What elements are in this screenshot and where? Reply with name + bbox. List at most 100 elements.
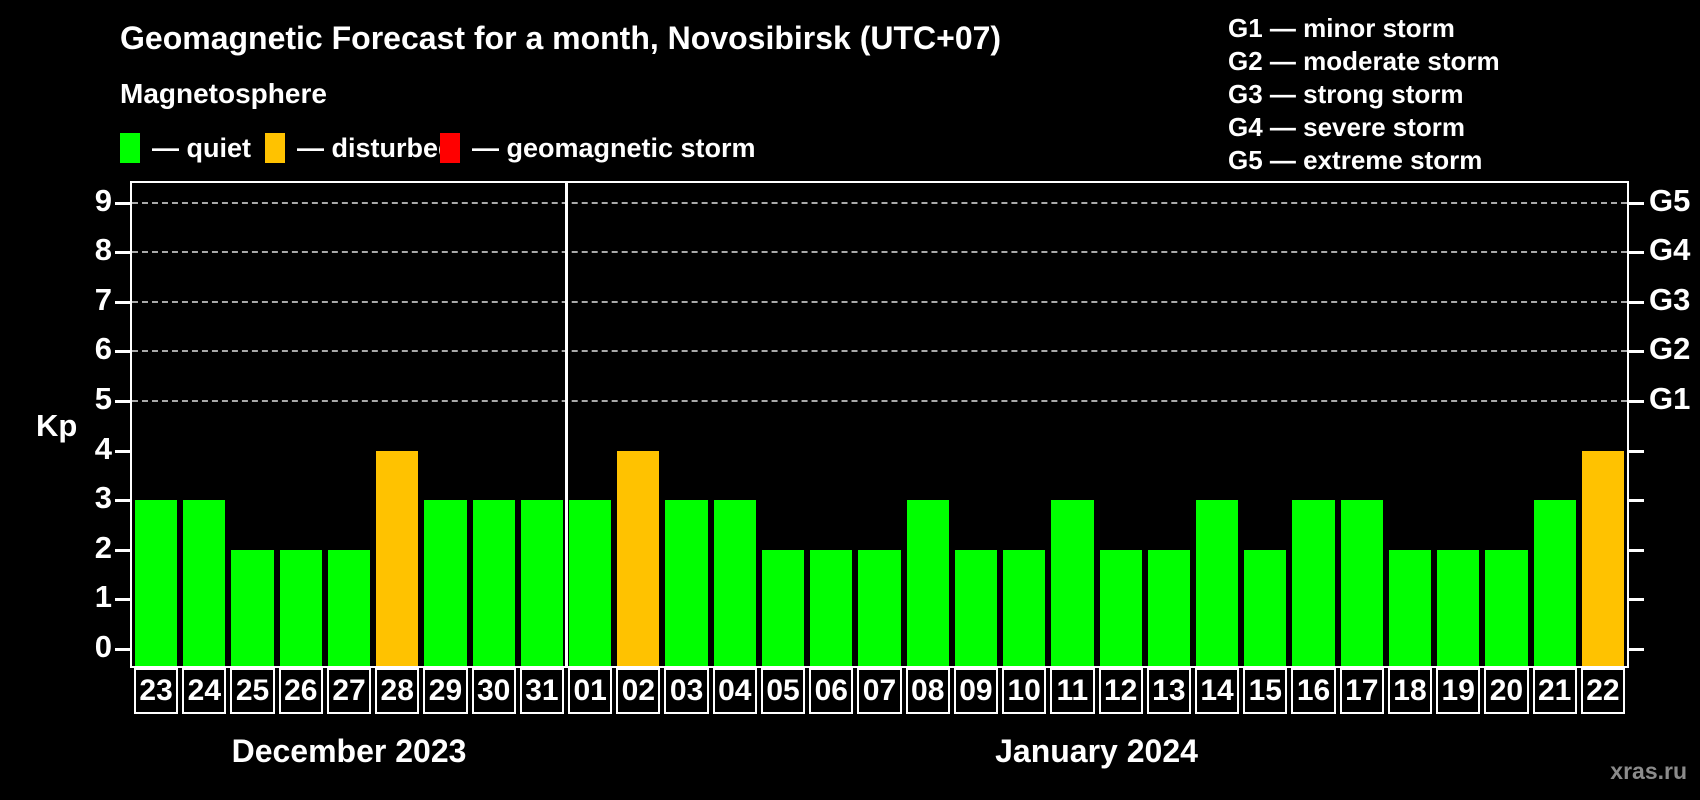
kp-bar bbox=[858, 549, 901, 666]
y-axis-tick-right bbox=[1629, 548, 1644, 552]
date-label-cell: 18 bbox=[1387, 668, 1433, 714]
storm-scale-legend: G1 — minor storm G2 — moderate storm G3 … bbox=[1228, 12, 1500, 177]
date-label-cell: 31 bbox=[519, 668, 565, 714]
date-label-cell: 04 bbox=[712, 668, 757, 714]
kp-bar bbox=[231, 549, 274, 666]
kp-bar bbox=[1147, 549, 1190, 666]
y-axis-tick-right bbox=[1629, 400, 1644, 403]
date-label-cell: 08 bbox=[905, 668, 950, 714]
y-axis-label: 5 bbox=[94, 381, 112, 416]
g-scale-label: G5 bbox=[1649, 182, 1691, 218]
legend-label-quiet: — quiet bbox=[152, 132, 251, 163]
kp-bar bbox=[665, 500, 708, 666]
g-scale-label: G1 bbox=[1649, 381, 1691, 416]
kp-bar bbox=[1533, 500, 1576, 666]
gridline-g5 bbox=[132, 201, 1627, 204]
date-label-cell: 24 bbox=[182, 668, 227, 714]
y-axis-tick-left bbox=[115, 548, 130, 552]
date-label-cell: 28 bbox=[375, 668, 420, 714]
legend-item-quiet: — quiet bbox=[120, 133, 251, 163]
y-axis-tick-left bbox=[115, 598, 130, 602]
page-title: Geomagnetic Forecast for a month, Novosi… bbox=[120, 20, 1002, 56]
kp-bar bbox=[376, 450, 419, 666]
y-axis-tick-left bbox=[115, 350, 130, 354]
y-axis-label: 1 bbox=[94, 579, 112, 615]
kp-bar bbox=[713, 500, 756, 666]
date-label-cell: 10 bbox=[1002, 668, 1047, 714]
date-label-cell: 03 bbox=[664, 668, 709, 714]
y-axis-tick-left bbox=[115, 449, 130, 453]
kp-bar bbox=[810, 549, 853, 666]
kp-bar bbox=[183, 500, 226, 666]
y-axis-label: 7 bbox=[94, 281, 112, 317]
y-axis-label: 6 bbox=[94, 331, 112, 367]
date-label-cell: 29 bbox=[423, 668, 468, 714]
kp-bar bbox=[954, 549, 998, 666]
y-axis-label: 0 bbox=[94, 629, 112, 664]
date-label-cell: 06 bbox=[809, 668, 854, 714]
y-axis-tick-left bbox=[115, 648, 130, 651]
kp-bar bbox=[472, 500, 515, 666]
date-label-cell: 21 bbox=[1532, 668, 1577, 714]
y-axis-tick-left bbox=[115, 499, 130, 503]
storm-scale-g3: G3 — strong storm bbox=[1228, 79, 1464, 109]
y-axis-label: 2 bbox=[94, 529, 112, 565]
y-axis-tick-right bbox=[1629, 648, 1644, 651]
g-scale-label: G2 bbox=[1649, 331, 1691, 367]
kp-bar bbox=[1003, 549, 1046, 666]
kp-bar bbox=[1292, 500, 1335, 666]
y-axis-tick-right bbox=[1629, 598, 1644, 602]
y-axis-label: 4 bbox=[94, 430, 112, 466]
date-label-cell: 15 bbox=[1243, 668, 1288, 714]
legend-item-disturbed: — disturbed bbox=[265, 133, 455, 163]
kp-bar bbox=[520, 500, 564, 666]
kp-bar bbox=[906, 500, 949, 666]
month-label: December 2023 bbox=[231, 733, 467, 769]
kp-bar bbox=[1485, 549, 1528, 666]
kp-bar bbox=[761, 549, 805, 666]
kp-bar bbox=[1051, 500, 1094, 666]
date-label-cell: 30 bbox=[471, 668, 516, 714]
date-label-cell: 22 bbox=[1580, 668, 1625, 714]
gridline-g1 bbox=[132, 400, 1627, 402]
legend-item-storm: — geomagnetic storm bbox=[440, 133, 756, 163]
y-axis-tick-right bbox=[1629, 350, 1644, 354]
g-scale-label: G3 bbox=[1649, 281, 1691, 317]
date-label-cell: 14 bbox=[1194, 668, 1240, 714]
gridline-g3 bbox=[132, 300, 1627, 303]
kp-bar bbox=[135, 500, 178, 666]
storm-scale-g1: G1 — minor storm bbox=[1228, 13, 1455, 43]
date-label-cell: 07 bbox=[857, 668, 902, 714]
y-axis-tick-right bbox=[1629, 201, 1644, 205]
date-label-cell: 13 bbox=[1146, 668, 1191, 714]
y-axis-tick-left bbox=[115, 300, 130, 304]
storm-color-swatch bbox=[440, 133, 460, 163]
g-scale-label: G4 bbox=[1649, 232, 1691, 268]
date-label-cell: 11 bbox=[1050, 668, 1095, 714]
kp-bar bbox=[569, 500, 612, 666]
y-axis-tick-left bbox=[115, 400, 130, 403]
kp-bar bbox=[1581, 450, 1624, 666]
kp-bar bbox=[327, 549, 371, 666]
date-label-cell: 25 bbox=[230, 668, 275, 714]
kp-bar bbox=[1195, 500, 1239, 666]
kp-bar bbox=[1437, 549, 1480, 666]
kp-axis-title: Kp bbox=[36, 408, 78, 443]
date-label-cell: 20 bbox=[1484, 668, 1529, 714]
date-label-cell: 17 bbox=[1339, 668, 1384, 714]
legend-label-disturbed: — disturbed bbox=[297, 132, 455, 163]
y-axis-label: 3 bbox=[94, 480, 112, 516]
y-axis-tick-left bbox=[115, 201, 130, 205]
storm-scale-g2: G2 — moderate storm bbox=[1228, 46, 1500, 76]
disturbed-color-swatch bbox=[265, 133, 285, 163]
gridline-g4 bbox=[132, 251, 1627, 254]
y-axis-label: 8 bbox=[94, 232, 112, 268]
date-label-cell: 02 bbox=[616, 668, 661, 714]
month-label: January 2024 bbox=[995, 733, 1198, 769]
kp-bar bbox=[279, 549, 322, 666]
kp-bar bbox=[1340, 500, 1383, 666]
kp-bar bbox=[424, 500, 467, 666]
date-label-cell: 27 bbox=[326, 668, 372, 714]
y-axis-tick-right bbox=[1629, 499, 1644, 503]
